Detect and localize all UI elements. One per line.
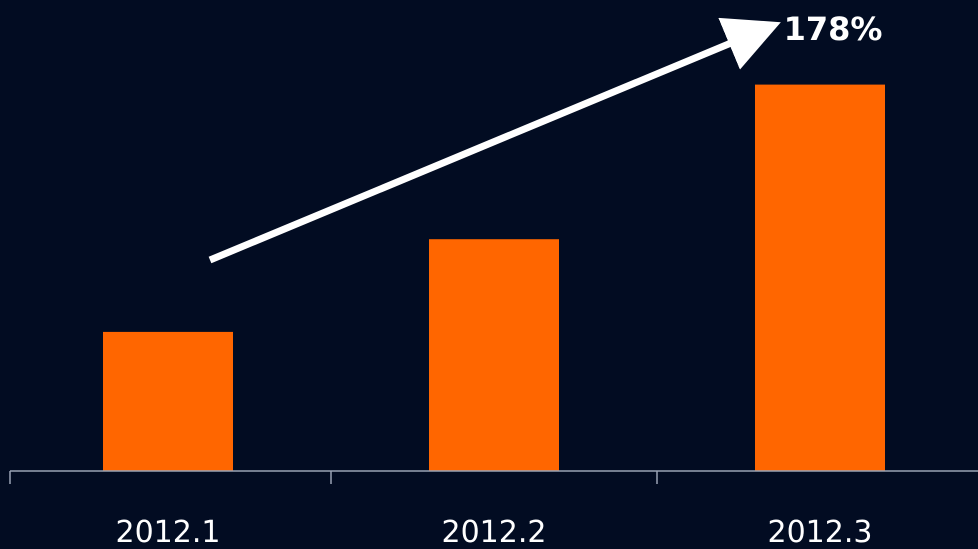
x-tick-label-2012.3: 2012.3 [768,515,873,549]
x-tick-label-2012.1: 2012.1 [116,515,221,549]
x-axis-tick-labels: 2012.1 2012.2 2012.3 [116,515,873,549]
x-axis-ticks [9,471,658,484]
bar-2012.3 [755,84,885,471]
bars-layer [103,84,885,471]
bar-2012.1 [103,331,233,471]
bar-2012.2 [429,239,559,471]
x-tick-label-2012.2: 2012.2 [442,515,547,549]
trend-arrow [208,17,781,264]
growth-percentage-label: 178% [784,10,883,48]
